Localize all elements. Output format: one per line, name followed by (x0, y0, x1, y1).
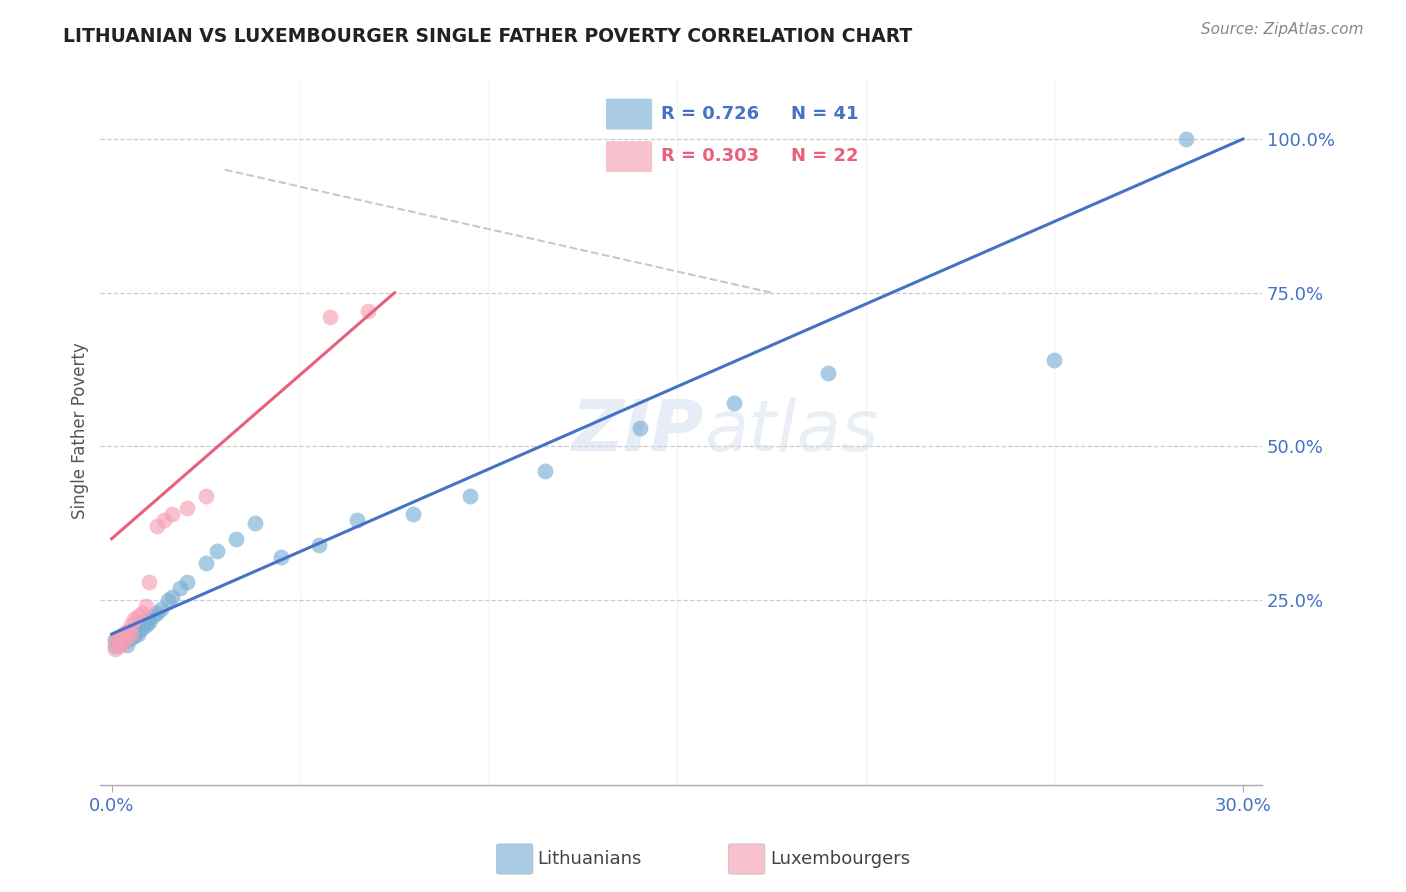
Point (270, 550, 292, 565)
Text: Luxembourgers: Luxembourgers (770, 850, 911, 868)
Point (111, 636, 134, 650)
Point (131, 615, 153, 629)
Point (458, 489, 481, 503)
Point (135, 617, 157, 632)
Point (194, 489, 217, 503)
Point (723, 396, 745, 410)
Point (817, 366, 839, 380)
Point (135, 599, 157, 614)
Point (1175, 132, 1198, 146)
Point (115, 633, 138, 648)
Point (131, 621, 153, 635)
Point (120, 632, 142, 646)
Point (346, 513, 368, 527)
Point (120, 617, 142, 632)
Point (131, 606, 153, 620)
Point (127, 624, 149, 638)
Text: LITHUANIAN VS LUXEMBOURGER SINGLE FATHER POVERTY CORRELATION CHART: LITHUANIAN VS LUXEMBOURGER SINGLE FATHER… (63, 27, 912, 45)
Point (104, 633, 127, 648)
Point (138, 612, 160, 626)
Point (243, 516, 266, 531)
Point (120, 627, 142, 641)
Point (225, 532, 247, 546)
Point (127, 608, 149, 623)
Point (127, 627, 149, 641)
Point (115, 630, 138, 644)
Point (157, 593, 180, 607)
Point (104, 642, 127, 657)
Point (124, 629, 146, 643)
Point (104, 633, 127, 648)
Point (111, 632, 134, 646)
Point (319, 310, 342, 325)
Point (194, 557, 217, 571)
Point (142, 608, 165, 623)
Point (146, 606, 169, 620)
Point (115, 638, 138, 652)
Y-axis label: Single Father Poverty: Single Father Poverty (72, 343, 89, 519)
Point (138, 615, 160, 629)
Point (402, 507, 425, 521)
Point (138, 574, 160, 589)
Point (628, 421, 651, 435)
Point (115, 624, 138, 638)
Text: atlas: atlas (704, 397, 879, 466)
Point (111, 627, 134, 641)
Point (124, 624, 146, 638)
Point (534, 464, 557, 478)
Point (108, 630, 131, 644)
Point (207, 544, 229, 558)
Text: ZIP: ZIP (572, 397, 704, 466)
Point (176, 574, 198, 589)
Point (108, 640, 131, 654)
Point (357, 304, 380, 318)
Point (1043, 353, 1066, 368)
Point (176, 500, 198, 515)
Point (149, 602, 172, 616)
Point (308, 538, 330, 552)
Point (153, 513, 176, 527)
Point (111, 635, 134, 649)
Point (160, 590, 183, 604)
Point (124, 612, 146, 626)
Point (108, 636, 131, 650)
Point (160, 507, 183, 521)
Point (104, 640, 127, 654)
Text: Lithuanians: Lithuanians (537, 850, 641, 868)
Point (146, 519, 169, 533)
Point (108, 632, 131, 646)
Point (120, 627, 142, 641)
Point (169, 581, 191, 595)
Text: Source: ZipAtlas.com: Source: ZipAtlas.com (1201, 22, 1364, 37)
